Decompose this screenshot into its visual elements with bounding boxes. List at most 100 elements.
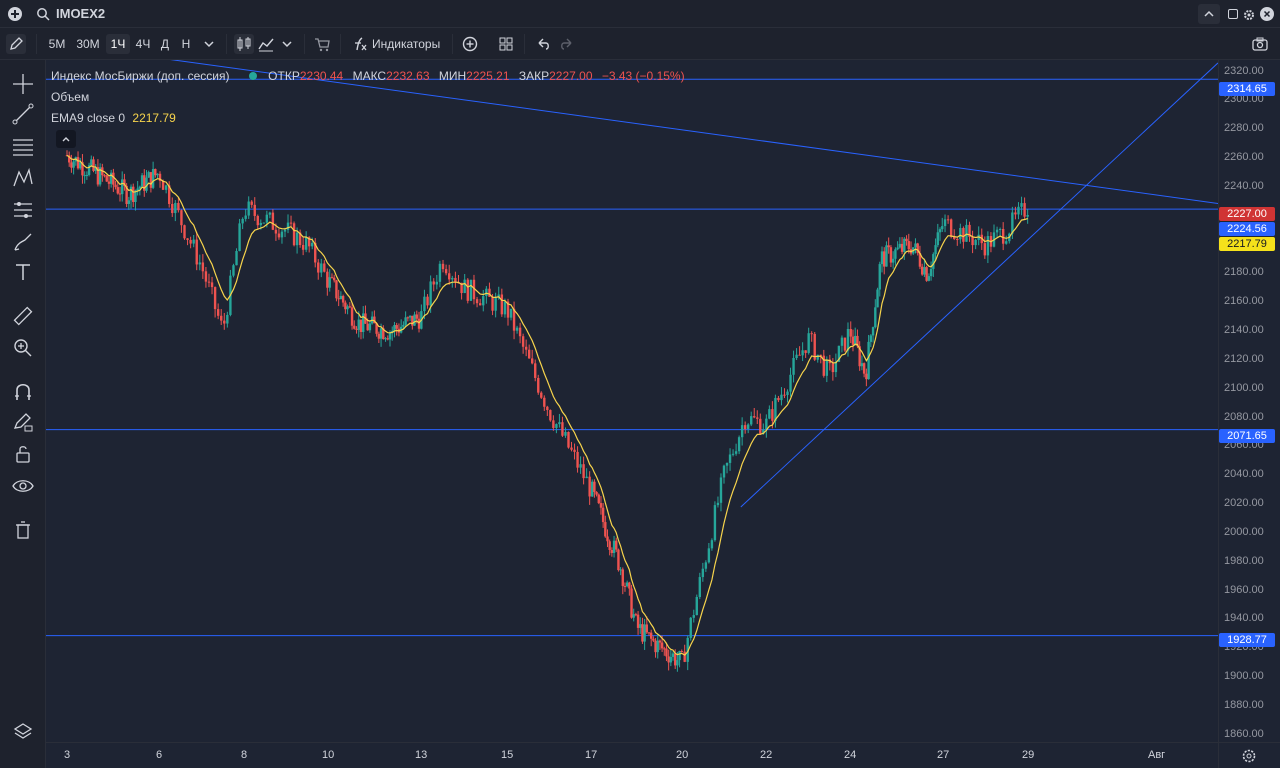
- chart-pane[interactable]: Индекс МосБиржи (доп. сессия) ОТКР2230.4…: [46, 60, 1218, 742]
- legend-main: Индекс МосБиржи (доп. сессия) ОТКР2230.4…: [51, 69, 685, 83]
- ema-label: EMA9 close 0: [51, 111, 126, 125]
- candle-body: [123, 179, 126, 186]
- chart-style-icon[interactable]: [256, 34, 276, 54]
- axis-settings-icon[interactable]: [1241, 748, 1257, 764]
- candle-body: [368, 323, 372, 331]
- candle-body: [127, 200, 131, 204]
- magnet-icon[interactable]: [11, 380, 35, 404]
- date-tick-label: 27: [937, 749, 950, 761]
- interval-week[interactable]: Н: [181, 37, 191, 51]
- trendline-drawing[interactable]: [153, 60, 1218, 204]
- candle-body: [72, 161, 75, 168]
- add-symbol-icon[interactable]: [8, 7, 22, 21]
- instrument-name[interactable]: Индекс МосБиржи (доп. сессия): [51, 69, 230, 83]
- candle-body: [663, 648, 666, 650]
- candle-body: [965, 224, 968, 242]
- add-circle-icon[interactable]: [460, 34, 480, 54]
- candle-body: [676, 660, 679, 666]
- candle-body: [813, 333, 816, 360]
- text-icon[interactable]: [11, 260, 35, 284]
- candles-icon[interactable]: [234, 34, 254, 54]
- candle-body: [1020, 203, 1023, 207]
- pattern-icon[interactable]: [11, 166, 35, 190]
- candle-body: [692, 615, 695, 618]
- candle-body: [656, 640, 659, 653]
- zoom-icon[interactable]: [11, 336, 35, 360]
- candle-body: [180, 210, 183, 226]
- candle-body: [746, 424, 750, 429]
- candle-body: [907, 241, 910, 250]
- chevron-down-icon[interactable]: [199, 34, 219, 54]
- price-tick-label: 1960.00: [1224, 583, 1264, 596]
- date-tick-label: 8: [241, 749, 248, 761]
- candle-body: [756, 417, 759, 419]
- candle-body: [506, 301, 510, 318]
- chevron-down-icon[interactable]: [277, 34, 297, 54]
- interval-4h[interactable]: 4Ч: [135, 37, 151, 51]
- interval-5m[interactable]: 5М: [48, 37, 66, 51]
- redo-icon[interactable]: [557, 34, 577, 54]
- price-axis[interactable]: 2320.002300.002280.002260.002240.002220.…: [1218, 60, 1280, 742]
- lock-draw-icon[interactable]: [11, 410, 35, 434]
- interval-day[interactable]: Д: [160, 37, 170, 51]
- maximize-icon[interactable]: [1228, 9, 1238, 19]
- date-tick-label: 22: [760, 749, 773, 761]
- search-icon[interactable]: [36, 7, 50, 21]
- candle-body: [429, 281, 432, 306]
- pencil-icon[interactable]: [6, 34, 26, 54]
- candle-body: [112, 172, 115, 185]
- trash-icon[interactable]: [11, 518, 35, 542]
- candle-body: [665, 648, 668, 657]
- candle-body: [837, 345, 841, 362]
- price-tick-label: 2040.00: [1224, 468, 1264, 481]
- ema-legend[interactable]: EMA9 close 0 2217.79: [51, 111, 176, 125]
- ruler-icon[interactable]: [11, 304, 35, 328]
- settings-icon[interactable]: [1243, 8, 1255, 20]
- candle-body: [164, 185, 168, 190]
- brush-icon[interactable]: [11, 230, 35, 254]
- forecast-icon[interactable]: [11, 198, 35, 222]
- candle-body: [822, 355, 825, 376]
- price-chart[interactable]: [46, 60, 1218, 742]
- indicators-button[interactable]: Индикаторы: [372, 37, 441, 51]
- candle-body: [1023, 203, 1026, 217]
- trendline-drawing[interactable]: [740, 62, 1218, 508]
- candle-body: [129, 186, 133, 201]
- collapse-up-icon[interactable]: [1198, 4, 1220, 24]
- candle-body: [983, 243, 987, 256]
- candle-body: [865, 373, 868, 380]
- candle-body: [118, 193, 122, 195]
- layout-grid-icon[interactable]: [496, 34, 516, 54]
- cart-icon[interactable]: [312, 34, 332, 54]
- indicators-icon[interactable]: [350, 34, 370, 54]
- symbol-name[interactable]: IMOEX2: [56, 6, 106, 21]
- candle-body: [444, 269, 448, 274]
- camera-icon[interactable]: [1250, 34, 1270, 54]
- collapse-legend-icon[interactable]: [56, 130, 76, 148]
- candle-body: [777, 397, 780, 401]
- undo-icon[interactable]: [533, 34, 553, 54]
- candle-body: [359, 319, 363, 333]
- interval-1h[interactable]: 1Ч: [106, 34, 130, 54]
- eye-icon[interactable]: [11, 474, 35, 498]
- lock-icon[interactable]: [11, 442, 35, 466]
- interval-30m[interactable]: 30М: [76, 37, 100, 51]
- candle-body: [466, 279, 469, 301]
- candle-body: [896, 247, 899, 250]
- close-icon[interactable]: [1260, 7, 1274, 21]
- layers-icon[interactable]: [11, 720, 35, 744]
- fib-icon[interactable]: [11, 134, 35, 158]
- crosshair-icon[interactable]: [11, 72, 35, 96]
- candle-body: [619, 569, 622, 571]
- candle-body: [268, 212, 272, 215]
- time-axis[interactable]: 3 6 8 10 13 15 17 20 22 24 27 29 Авг: [46, 742, 1218, 768]
- candle-body: [317, 262, 320, 273]
- candle-body: [561, 422, 564, 436]
- volume-legend[interactable]: Объем: [51, 90, 90, 104]
- candle-body: [103, 175, 106, 177]
- open-label: ОТКР: [268, 69, 300, 83]
- trendline-icon[interactable]: [11, 102, 35, 126]
- candle-body: [198, 262, 201, 265]
- candle-body: [549, 410, 552, 421]
- candle-body: [256, 215, 259, 226]
